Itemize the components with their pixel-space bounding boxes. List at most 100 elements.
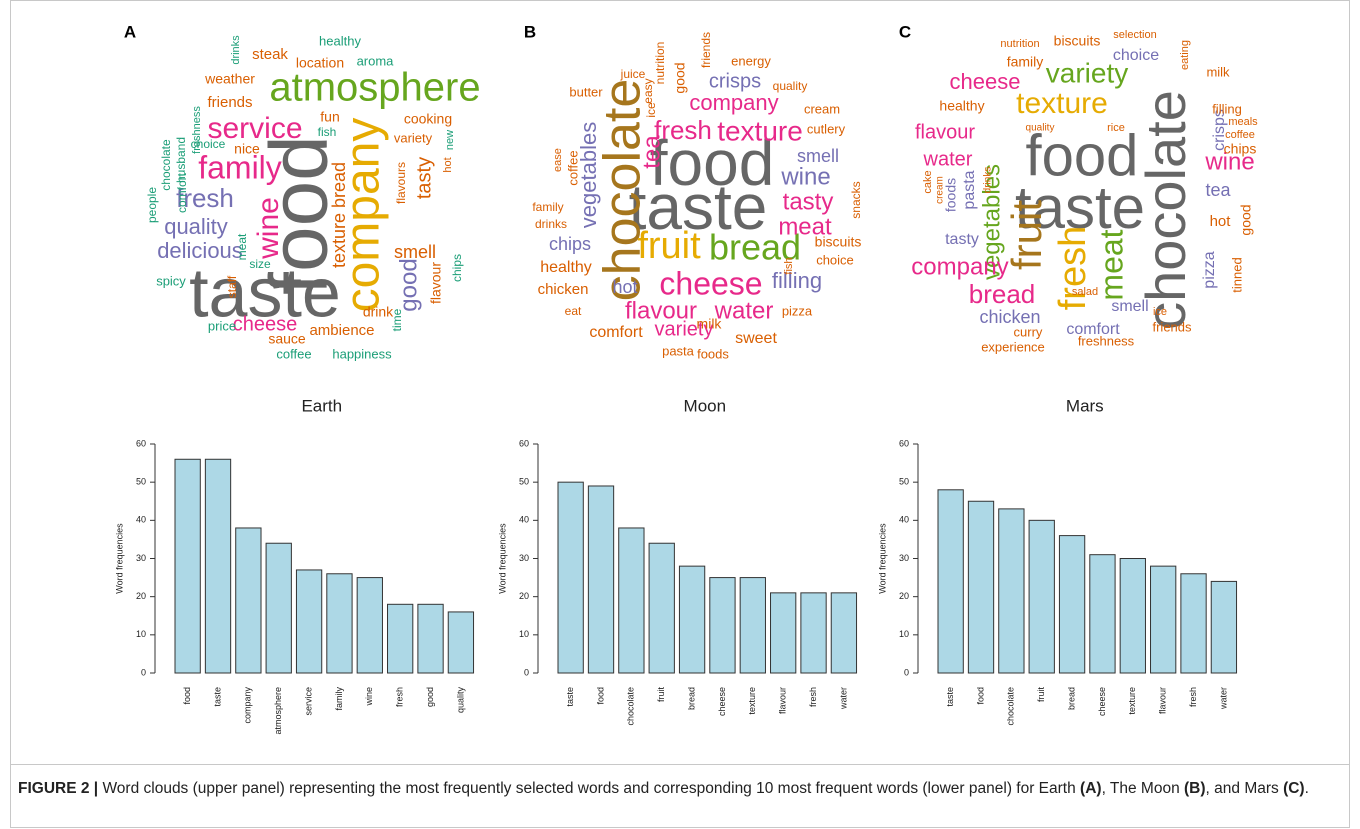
cloud-word: flavour xyxy=(915,121,975,143)
cloud-word: tinned xyxy=(1229,257,1244,292)
y-axis-label: Word frequencies xyxy=(497,523,507,594)
cloud-word: variety xyxy=(394,130,433,145)
y-tick-label: 30 xyxy=(899,553,909,563)
cloud-word: filling xyxy=(772,268,822,293)
cloud-word: fruit xyxy=(637,225,701,267)
cloud-word: healthy xyxy=(319,33,361,48)
bar xyxy=(648,542,675,674)
caption-text: (A) xyxy=(1080,780,1102,797)
cloud-word: food xyxy=(254,135,345,295)
cloud-word: smell xyxy=(1111,298,1148,315)
cloud-word: wine xyxy=(252,197,285,260)
bar xyxy=(447,611,475,674)
cloud-word: cooking xyxy=(404,111,452,127)
cloud-word: butter xyxy=(569,84,603,99)
cloud-word: snacks xyxy=(849,181,863,218)
y-tick-label: 20 xyxy=(899,591,909,601)
cloud-word: drinks xyxy=(983,167,994,194)
cloud-word: weather xyxy=(204,71,255,87)
bar xyxy=(800,592,827,674)
x-tick-label: fresh xyxy=(1188,687,1198,707)
cloud-word: bread xyxy=(969,279,1036,309)
cloud-word: tasty xyxy=(783,188,834,215)
cloud-word: bread xyxy=(709,227,801,268)
cloud-word: quality xyxy=(164,214,228,239)
x-tick-label: texture xyxy=(747,687,757,715)
caption-text: FIGURE 2 | xyxy=(18,780,99,797)
cloud-word: chips xyxy=(1224,141,1257,157)
cloud-word: happiness xyxy=(332,346,392,361)
x-tick-label: service xyxy=(303,687,313,716)
y-axis-label: Word frequencies xyxy=(114,523,124,594)
cloud-word: family xyxy=(1007,54,1044,70)
bar xyxy=(937,489,964,674)
bar xyxy=(1150,565,1177,674)
cloud-word: coffee xyxy=(276,346,311,361)
cloud-word: company xyxy=(911,253,1008,280)
x-tick-label: wine xyxy=(364,687,374,707)
cloud-word: friends xyxy=(207,94,252,111)
cloud-word: sauce xyxy=(268,331,306,347)
x-tick-label: chocolate xyxy=(626,687,636,726)
y-tick-label: 30 xyxy=(519,553,529,563)
cloud-word: staff xyxy=(225,275,239,298)
cloud-word: vegetables xyxy=(978,164,1005,280)
bar xyxy=(174,458,201,674)
x-tick-label: quality xyxy=(455,687,465,714)
cloud-word: healthy xyxy=(939,98,984,114)
x-tick-label: cheese xyxy=(717,687,727,716)
x-tick-label: fresh xyxy=(395,687,405,707)
bar xyxy=(1119,558,1146,674)
bar xyxy=(204,458,232,674)
cloud-word: chicken xyxy=(538,281,589,298)
y-tick-label: 40 xyxy=(899,515,909,525)
cloud-word: nutrition xyxy=(1000,38,1039,50)
y-tick-label: 30 xyxy=(136,553,146,563)
cloud-word: meat xyxy=(235,233,249,260)
cloud-word: cream xyxy=(804,101,840,116)
cloud-word: atmosphere xyxy=(269,66,480,110)
bar xyxy=(709,577,736,674)
bar xyxy=(265,542,292,674)
x-tick-label: food xyxy=(595,687,605,705)
cloud-word: energy xyxy=(731,53,771,68)
cloud-word: time xyxy=(390,308,404,331)
cloud-word: choice xyxy=(191,137,226,151)
cloud-word: fresh xyxy=(654,115,712,145)
cloud-word: ease xyxy=(552,148,564,172)
x-tick-label: fresh xyxy=(808,687,818,707)
cloud-word: flavour xyxy=(625,297,697,324)
x-tick-label: cheese xyxy=(1097,687,1107,716)
cloud-word: texture bread xyxy=(329,162,349,268)
cloud-word: filling xyxy=(1212,101,1242,116)
cloud-word: texture xyxy=(717,115,803,146)
cloud-word: pasta xyxy=(961,170,978,209)
y-tick-label: 20 xyxy=(136,591,146,601)
cloud-word: ice xyxy=(1153,306,1167,318)
cloud-word: people xyxy=(145,187,159,223)
cloud-word: smell xyxy=(394,242,436,262)
y-tick-label: 60 xyxy=(899,438,909,448)
caption-text: Word clouds (upper panel) representing t… xyxy=(98,780,1081,797)
cloud-word: location xyxy=(296,55,344,71)
bar xyxy=(417,603,444,674)
cloud-word: ice xyxy=(644,102,658,118)
cloud-word: fun xyxy=(320,109,339,125)
cloud-word: food xyxy=(1026,123,1139,188)
cloud-word: meat xyxy=(1093,229,1129,300)
cloud-word: variety xyxy=(1046,57,1128,88)
y-tick-label: 50 xyxy=(136,477,146,487)
y-tick-label: 10 xyxy=(899,629,909,639)
cloud-word: good xyxy=(395,258,422,311)
cloud-word: healthy xyxy=(540,259,592,276)
cloud-word: delicious xyxy=(157,238,243,263)
cloud-word: juice xyxy=(620,67,646,81)
cloud-word: crisps xyxy=(1211,109,1228,151)
cloud-word: chips xyxy=(450,254,464,282)
bar xyxy=(295,569,323,674)
y-axis-label: Word frequencies xyxy=(877,523,887,594)
cloud-word: rice xyxy=(1107,122,1125,134)
cloud-word: sweet xyxy=(735,330,777,347)
cloud-word: milk xyxy=(697,316,723,332)
bar xyxy=(326,573,353,674)
